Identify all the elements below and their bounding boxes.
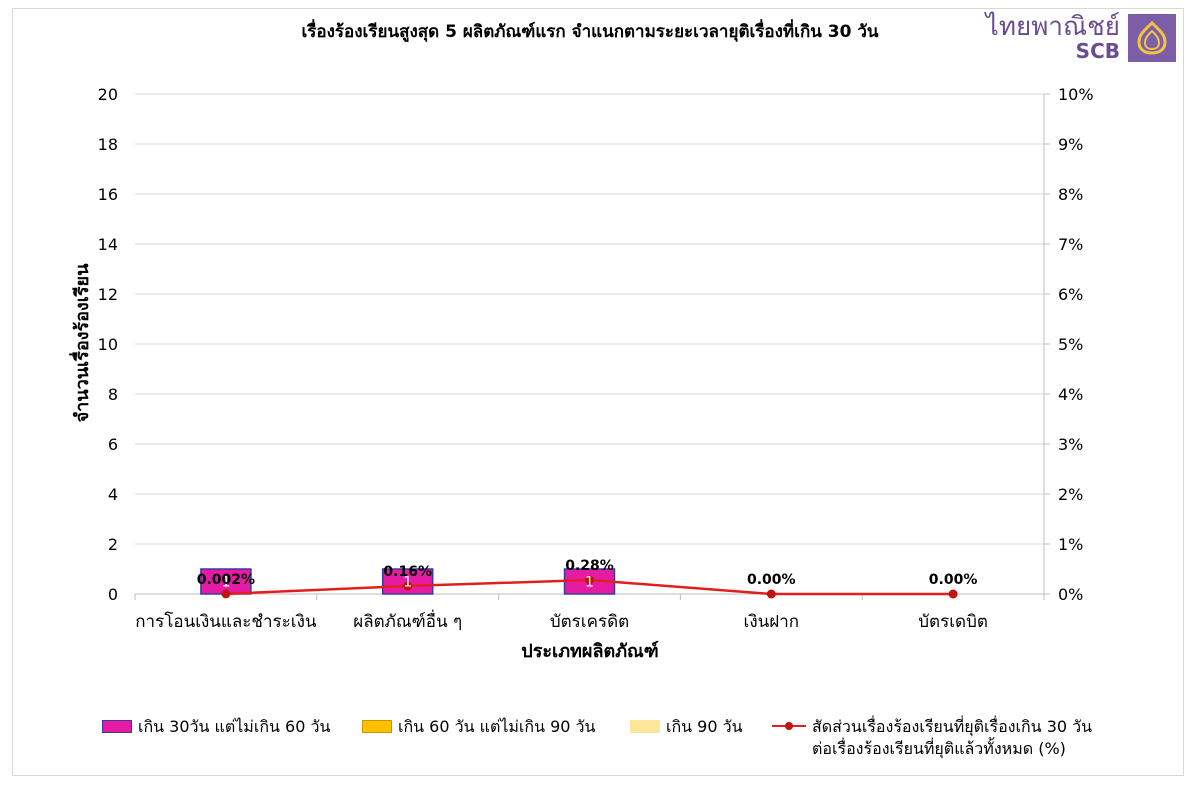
x-tick-label: บัตรเครดิต — [550, 612, 629, 632]
legend-label: เกิน 30วัน แต่ไม่เกิน 60 วัน — [138, 717, 331, 736]
legend-item-over-90-days: เกิน 90 วัน — [630, 716, 743, 738]
chart-title: เรื่องร้องเรียนสูงสุด 5 ผลิตภัณฑ์แรก จำแ… — [301, 22, 879, 42]
legend-label: เกิน 60 วัน แต่ไม่เกิน 90 วัน — [398, 717, 596, 736]
y2-tick-label: 5% — [1058, 335, 1083, 354]
legend-swatch-over-90-days — [630, 720, 660, 733]
y2-tick-label: 2% — [1058, 485, 1083, 504]
x-tick-label: เงินฝาก — [744, 612, 800, 632]
y-tick-label: 4 — [108, 485, 118, 504]
bar-value-label: 1 — [403, 575, 412, 591]
bar-value-label: 1 — [221, 575, 230, 591]
scb-emblem-icon — [1128, 14, 1176, 63]
ratio-value-label: 0.00% — [747, 572, 796, 588]
y-tick-label: 14 — [98, 235, 118, 254]
ratio-point — [403, 581, 413, 591]
x-tick-label: บัตรเดบิต — [918, 612, 988, 632]
y2-tick-label: 0% — [1058, 585, 1083, 604]
x-axis-title: ประเภทผลิตภัณฑ์ — [521, 640, 658, 662]
ratio-value-label: 0.28% — [565, 558, 614, 574]
y-tick-label: 2 — [108, 535, 118, 554]
y-tick-label: 18 — [98, 135, 118, 154]
y2-tick-label: 9% — [1058, 135, 1083, 154]
chart-legend: เกิน 30วัน แต่ไม่เกิน 60 วัน เกิน 60 วัน… — [100, 716, 1120, 770]
legend-label: เกิน 90 วัน — [666, 717, 743, 736]
legend-swatch-30-60-days — [102, 720, 132, 733]
scb-logo: ไทยพาณิชย์ SCB — [985, 12, 1176, 64]
y-tick-label: 10 — [98, 335, 118, 354]
chart-frame — [12, 8, 1184, 776]
y2-tick-label: 3% — [1058, 435, 1083, 454]
y-tick-label: 16 — [98, 185, 118, 204]
y2-tick-label: 8% — [1058, 185, 1083, 204]
ratio-value-label: 0.16% — [383, 564, 432, 580]
ratio-point — [221, 589, 231, 599]
x-tick-label: ผลิตภัณฑ์อื่น ๆ — [353, 609, 462, 632]
y-tick-label: 12 — [98, 285, 118, 304]
legend-label: สัดส่วนเรื่องร้องเรียนที่ยุติเรื่องเกิน … — [812, 717, 1093, 758]
y-tick-label: 8 — [108, 385, 118, 404]
legend-item-ratio-line: สัดส่วนเรื่องร้องเรียนที่ยุติเรื่องเกิน … — [772, 716, 1092, 759]
y-tick-label: 0 — [108, 585, 118, 604]
ratio-value-label: 0.002% — [197, 572, 255, 588]
ratio-point — [585, 575, 594, 585]
legend-item-30-60-days: เกิน 30วัน แต่ไม่เกิน 60 วัน — [102, 716, 330, 738]
ratio-point — [766, 589, 776, 599]
y2-tick-label: 6% — [1058, 285, 1083, 304]
legend-swatch-60-90-days — [362, 720, 392, 733]
x-tick-label: การโอนเงินและชำระเงิน — [135, 611, 317, 632]
y2-tick-label: 10% — [1058, 85, 1094, 104]
bar-value-label: 1 — [585, 575, 594, 591]
y2-tick-label: 1% — [1058, 535, 1083, 554]
legend-line-marker-icon — [772, 716, 806, 736]
y-axis-title: จำนวนเรื่องร้องเรียน — [69, 263, 93, 422]
y-tick-label: 6 — [108, 435, 118, 454]
logo-text: ไทยพาณิชย์ SCB — [985, 12, 1120, 64]
y2-tick-label: 7% — [1058, 235, 1083, 254]
y2-tick-label: 4% — [1058, 385, 1083, 404]
y-tick-label: 20 — [98, 85, 118, 104]
ratio-point — [948, 589, 958, 599]
ratio-value-label: 0.00% — [929, 572, 978, 588]
logo-english-text: SCB — [1075, 39, 1120, 64]
legend-item-60-90-days: เกิน 60 วัน แต่ไม่เกิน 90 วัน — [362, 716, 595, 738]
logo-thai-text: ไทยพาณิชย์ — [985, 12, 1120, 42]
